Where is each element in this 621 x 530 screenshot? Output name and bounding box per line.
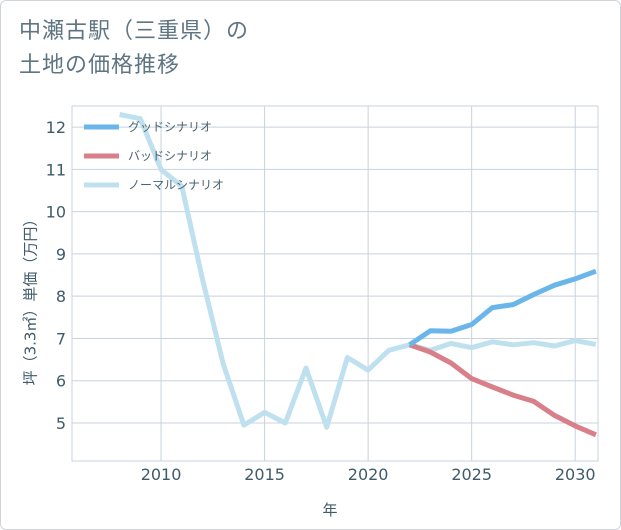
legend-label-good: グッドシナリオ	[128, 120, 212, 134]
y-tick-label: 11	[46, 160, 66, 179]
x-tick-label: 2020	[348, 465, 389, 484]
tick-labels: 5 6 7 8 9 10 11 12 2010 2015 2020 2025 2030	[46, 118, 596, 484]
legend-label-normal: ノーマルシナリオ	[128, 178, 224, 192]
plot-frame	[71, 105, 599, 462]
series-line-normal	[119, 112, 597, 430]
chart-title-line2: 土地の価格推移	[19, 53, 181, 78]
series-line-good	[408, 268, 597, 347]
chart-title-line1: 中瀬古駅（三重県）の	[19, 19, 250, 44]
x-tick-label: 2015	[244, 465, 285, 484]
y-tick-label: 10	[46, 203, 66, 222]
legend-label-bad: バッドシナリオ	[128, 149, 212, 163]
x-tick-label: 2010	[141, 465, 182, 484]
series-lines	[119, 112, 597, 438]
y-tick-label: 5	[56, 414, 66, 433]
chart-title: 中瀬古駅（三重県）の 土地の価格推移	[19, 15, 249, 83]
y-tick-label: 9	[56, 245, 66, 264]
x-tick-label: 2030	[555, 465, 596, 484]
series-line-bad	[408, 342, 597, 438]
y-tick-label: 12	[46, 118, 66, 137]
x-axis-title: 年	[322, 501, 337, 519]
y-tick-label: 8	[56, 287, 66, 306]
y-axis-title: 坪（3.3㎡）単価（万円）	[22, 212, 40, 386]
y-tick-label: 6	[56, 372, 66, 391]
x-tick-label: 2025	[451, 465, 492, 484]
y-tick-label: 7	[56, 329, 66, 348]
